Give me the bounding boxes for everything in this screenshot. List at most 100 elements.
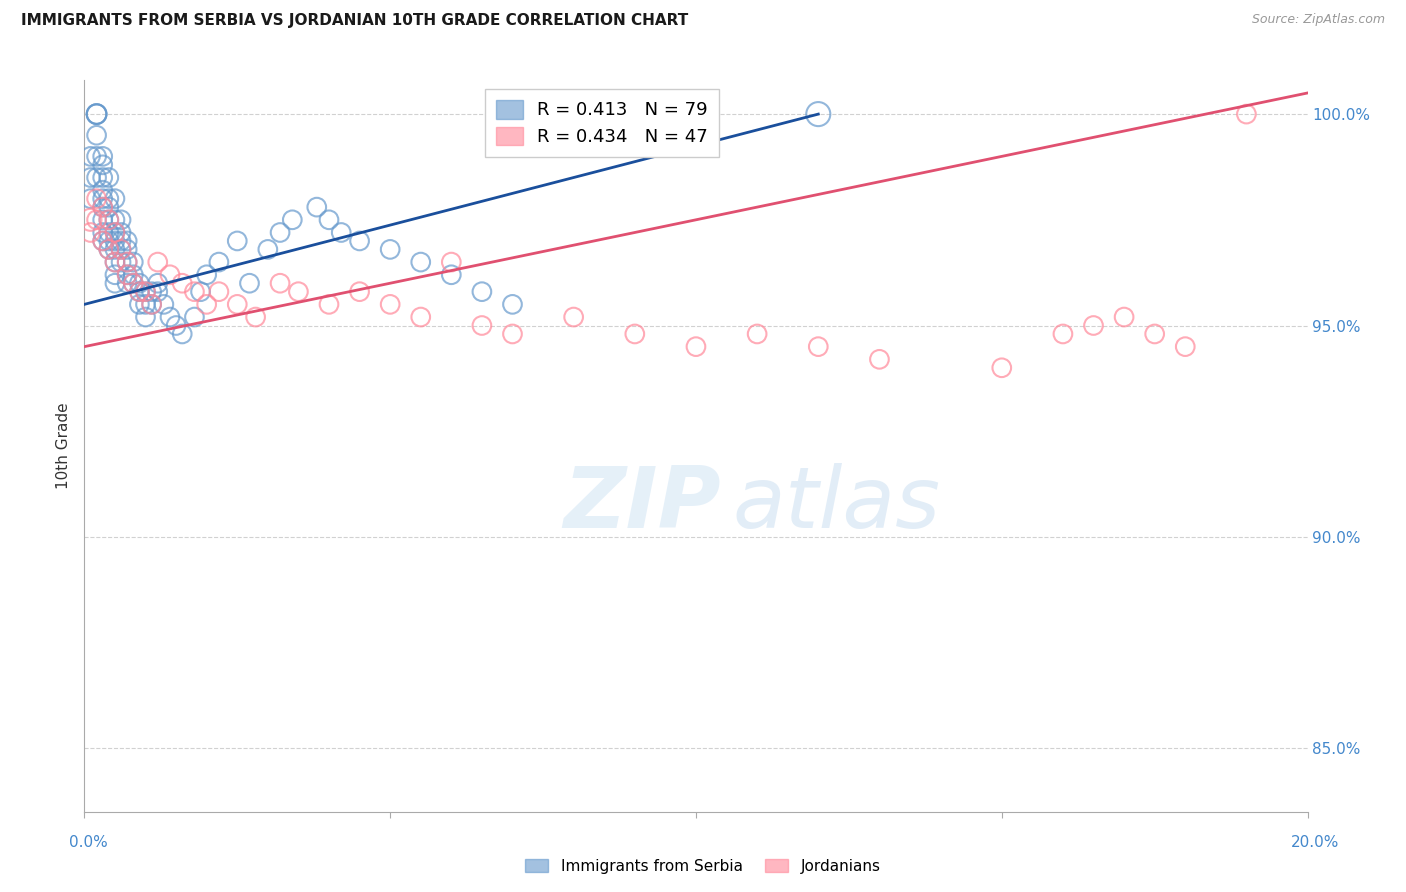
Point bbox=[86, 128, 108, 143]
Point bbox=[208, 285, 231, 299]
Point bbox=[991, 360, 1014, 375]
Point bbox=[440, 268, 463, 282]
Legend: Immigrants from Serbia, Jordanians: Immigrants from Serbia, Jordanians bbox=[519, 853, 887, 880]
Point bbox=[97, 200, 120, 214]
Legend: R = 0.413   N = 79, R = 0.434   N = 47: R = 0.413 N = 79, R = 0.434 N = 47 bbox=[485, 89, 718, 157]
Point bbox=[1114, 310, 1136, 324]
Point bbox=[226, 297, 249, 311]
Text: Source: ZipAtlas.com: Source: ZipAtlas.com bbox=[1251, 13, 1385, 27]
Point bbox=[146, 285, 169, 299]
Point bbox=[110, 226, 132, 240]
Point bbox=[141, 285, 163, 299]
Point bbox=[330, 226, 353, 240]
Point bbox=[409, 255, 432, 269]
Point bbox=[208, 255, 231, 269]
Point bbox=[1236, 107, 1258, 121]
Text: ZIP: ZIP bbox=[562, 463, 720, 546]
Point bbox=[104, 192, 127, 206]
Text: IMMIGRANTS FROM SERBIA VS JORDANIAN 10TH GRADE CORRELATION CHART: IMMIGRANTS FROM SERBIA VS JORDANIAN 10TH… bbox=[21, 13, 689, 29]
Point bbox=[110, 212, 132, 227]
Point bbox=[409, 310, 432, 324]
Point bbox=[172, 326, 194, 341]
Point bbox=[79, 170, 101, 185]
Point bbox=[115, 255, 138, 269]
Point bbox=[183, 310, 205, 324]
Point bbox=[471, 318, 494, 333]
Point bbox=[91, 158, 114, 172]
Text: atlas: atlas bbox=[733, 463, 941, 546]
Point bbox=[238, 277, 260, 291]
Point bbox=[115, 268, 138, 282]
Point bbox=[1052, 326, 1074, 341]
Point bbox=[807, 340, 830, 354]
Point bbox=[97, 212, 120, 227]
Point bbox=[79, 226, 101, 240]
Point bbox=[1143, 326, 1166, 341]
Point bbox=[153, 297, 176, 311]
Point bbox=[122, 255, 145, 269]
Point bbox=[257, 243, 280, 257]
Point bbox=[91, 192, 114, 206]
Point bbox=[502, 297, 524, 311]
Point bbox=[305, 200, 328, 214]
Point bbox=[104, 268, 127, 282]
Point bbox=[86, 149, 108, 163]
Point bbox=[128, 277, 150, 291]
Point bbox=[115, 268, 138, 282]
Point bbox=[110, 234, 132, 248]
Point bbox=[869, 352, 891, 367]
Point bbox=[135, 285, 157, 299]
Point bbox=[287, 285, 309, 299]
Point bbox=[110, 243, 132, 257]
Point bbox=[318, 212, 340, 227]
Point bbox=[159, 310, 181, 324]
Point bbox=[190, 285, 212, 299]
Point bbox=[104, 226, 127, 240]
Point bbox=[115, 243, 138, 257]
Point bbox=[104, 277, 127, 291]
Point bbox=[122, 277, 145, 291]
Point bbox=[91, 200, 114, 214]
Point bbox=[159, 268, 181, 282]
Point bbox=[1174, 340, 1197, 354]
Point bbox=[122, 277, 145, 291]
Point bbox=[440, 255, 463, 269]
Text: 0.0%: 0.0% bbox=[69, 836, 108, 850]
Point bbox=[86, 192, 108, 206]
Point bbox=[380, 297, 402, 311]
Point bbox=[97, 243, 120, 257]
Point bbox=[115, 277, 138, 291]
Point bbox=[79, 212, 101, 227]
Point bbox=[86, 107, 108, 121]
Point bbox=[195, 297, 218, 311]
Point bbox=[104, 226, 127, 240]
Point bbox=[141, 297, 163, 311]
Y-axis label: 10th Grade: 10th Grade bbox=[56, 402, 72, 490]
Point bbox=[747, 326, 769, 341]
Point bbox=[104, 243, 127, 257]
Point bbox=[115, 234, 138, 248]
Point bbox=[86, 107, 108, 121]
Point bbox=[146, 255, 169, 269]
Point bbox=[86, 170, 108, 185]
Point bbox=[91, 183, 114, 197]
Point bbox=[91, 149, 114, 163]
Point bbox=[685, 340, 707, 354]
Point bbox=[135, 285, 157, 299]
Point bbox=[110, 255, 132, 269]
Point bbox=[135, 297, 157, 311]
Point bbox=[104, 234, 127, 248]
Point bbox=[86, 212, 108, 227]
Point bbox=[97, 192, 120, 206]
Point bbox=[172, 277, 194, 291]
Point bbox=[115, 255, 138, 269]
Point bbox=[128, 285, 150, 299]
Point bbox=[349, 285, 371, 299]
Point bbox=[349, 234, 371, 248]
Point bbox=[471, 285, 494, 299]
Point bbox=[91, 170, 114, 185]
Point bbox=[807, 107, 830, 121]
Point bbox=[91, 200, 114, 214]
Point bbox=[269, 277, 291, 291]
Point bbox=[165, 318, 187, 333]
